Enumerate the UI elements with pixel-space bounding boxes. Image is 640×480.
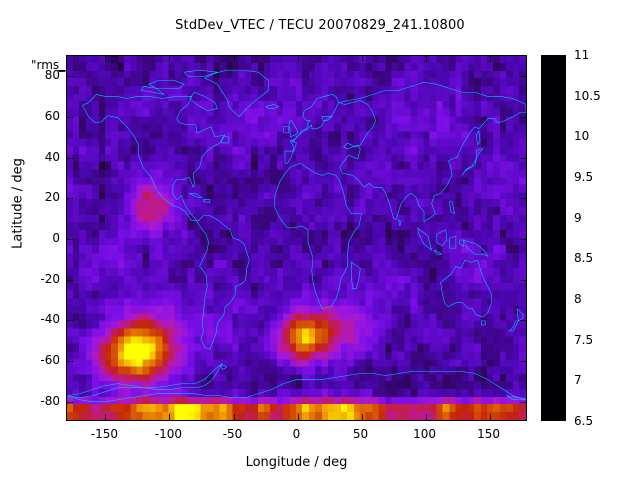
y-tick--40 [67,320,73,322]
y-tick-80 [67,76,73,78]
y-tick-label-0: 0 [52,231,60,245]
x-tick-top-150 [489,56,491,62]
colorbar-tick-9 [542,218,547,220]
colorbar-tick-right-10.5 [560,96,565,98]
colorbar-tick-right-7 [560,381,565,383]
x-tick-top-100 [425,56,427,62]
y-tick-label--60: -60 [40,353,60,367]
colorbar-label-8: 8 [574,292,582,306]
colorbar-tick-right-8.5 [560,259,565,261]
colorbar-label-7: 7 [574,373,582,388]
x-tick-top--50 [233,56,235,62]
y-tick-right-60 [520,117,526,118]
y-tick-label-60: 60 [44,109,60,123]
colorbar-tick-right-10 [560,137,565,139]
colorbar-tick-right-7.5 [560,340,565,342]
x-tick-label-100: 100 [413,427,437,441]
colorbar-tick-10 [542,137,547,139]
y-tick-label--40: -40 [40,312,60,327]
x-tick--150 [105,414,107,420]
colorbar-gradient [542,56,565,420]
colorbar-tick-right-9.5 [560,178,565,179]
y-tick-right-40 [520,157,526,159]
colorbar-label-9: 9 [574,210,582,225]
x-tick-0 [297,414,299,420]
colorbar-label-9.5: 9.5 [574,170,594,184]
x-tick--50 [233,414,235,420]
colorbar[interactable] [541,55,566,421]
colorbar-label-10.5: 10.5 [574,88,601,103]
x-tick-label--100: -100 [154,427,182,441]
colorbar-label-10: 10 [574,129,590,144]
heatmap-plot-area[interactable] [66,55,527,421]
x-axis-title: Longitude / deg [245,455,348,470]
y-tick-60 [67,117,73,118]
colorbar-tick-7 [542,381,547,383]
colorbar-tick-8 [542,300,547,301]
y-tick-20 [67,198,73,200]
gnuplot-key-artifact: "rms_ [31,58,66,72]
y-tick-label-80: 80 [44,68,60,83]
y-tick--20 [67,279,73,281]
y-tick-label-40: 40 [44,149,60,164]
colorbar-label-7.5: 7.5 [574,332,594,347]
x-tick-top--100 [169,56,171,62]
x-tick-label--50: -50 [222,427,243,441]
y-tick-right--60 [520,361,526,362]
y-tick-right-20 [520,198,526,200]
y-tick-right--40 [520,320,526,322]
x-tick-label--150: -150 [90,427,118,441]
colorbar-tick-8.5 [542,259,547,261]
x-tick-top-0 [297,56,299,62]
gnuplot-key-rule [58,70,72,71]
x-tick-50 [361,414,363,420]
page-title: StdDev_VTEC / TECU 20070829_241.10800 [175,18,465,33]
y-tick-label--80: -80 [40,393,60,408]
y-tick-right-0 [520,239,526,240]
coastline-overlay [67,56,526,420]
colorbar-tick-right-8 [560,300,565,301]
colorbar-label-6.5: 6.5 [574,414,594,428]
y-tick-40 [67,157,73,159]
y-tick-label--20: -20 [40,271,60,286]
colorbar-tick-7.5 [542,340,547,342]
colorbar-tick-10.5 [542,96,547,98]
y-tick-0 [67,239,73,240]
colorbar-label-8.5: 8.5 [574,251,594,266]
x-tick-top-50 [361,56,363,62]
y-tick--60 [67,361,73,362]
colorbar-tick-9.5 [542,178,547,179]
x-tick-label-0: 0 [292,427,301,441]
x-tick-top--150 [105,56,107,62]
x-tick-label-150: 150 [477,427,501,441]
x-tick-label-50: 50 [352,427,369,441]
x-tick-150 [489,414,491,420]
x-tick-100 [425,414,427,420]
y-tick--80 [67,401,73,403]
y-tick-label-20: 20 [44,190,60,205]
y-tick-right--80 [520,401,526,403]
y-tick-right--20 [520,279,526,281]
y-axis-title: Latitude / deg [10,158,26,249]
y-tick-right-80 [520,76,526,78]
colorbar-label-11: 11 [574,48,590,62]
colorbar-tick-right-9 [560,218,565,220]
x-tick--100 [169,414,171,420]
